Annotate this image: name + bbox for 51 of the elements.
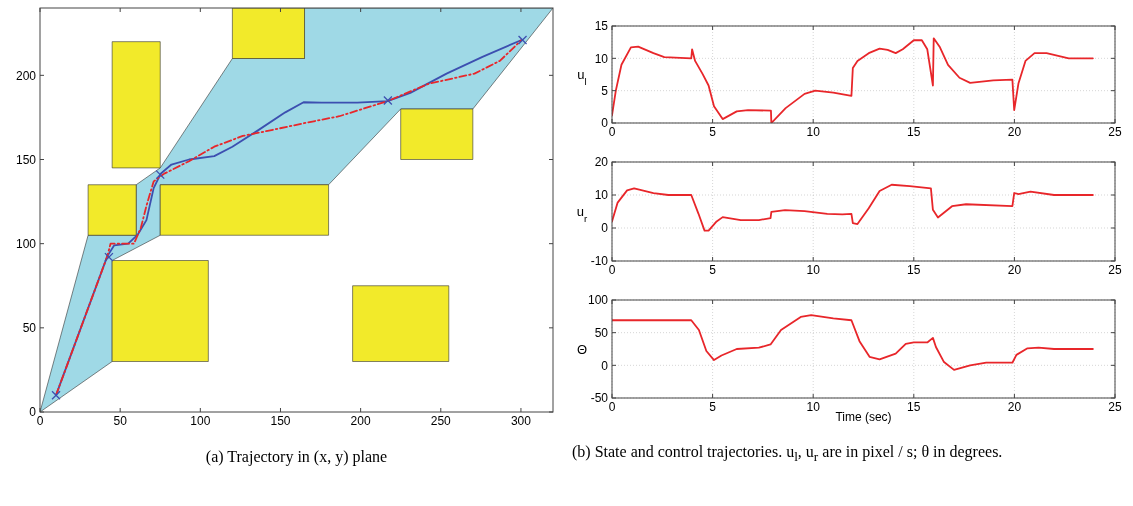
x-tick-label: 100 [190, 414, 211, 428]
line-series [612, 314, 1094, 371]
y-tick-label: 15 [594, 19, 609, 34]
y-tick-label: -10 [590, 254, 609, 269]
text: (b) State and control trajectories. u$_{l}$, u$_{r}$ are in pixel / s; θ in degrees. [572, 442, 1004, 467]
y-tick-label: 10 [594, 51, 609, 66]
point [383, 95, 393, 106]
x-tick-label: 50 [113, 414, 128, 428]
x-tick-label: 300 [510, 414, 532, 428]
y-tick-label: -50 [590, 391, 609, 406]
x-tick-label: 25 [1108, 263, 1122, 277]
text: (a) Trajectory in (x, y) plane [205, 448, 388, 466]
x-tick-label: 5 [709, 125, 717, 139]
y-tick-label: 20 [594, 155, 609, 170]
x-tick-label: 250 [430, 414, 452, 428]
x-tick-label: 150 [270, 414, 291, 428]
point [104, 252, 114, 262]
point [517, 35, 528, 45]
x-tick-label: 20 [1007, 263, 1022, 277]
line-series [55, 39, 523, 397]
x-tick-label: 15 [907, 125, 921, 139]
point [155, 170, 165, 180]
x-tick-label: 15 [907, 400, 921, 414]
y-tick-label: 200 [15, 68, 37, 83]
y-tick-label: 10 [594, 188, 609, 203]
point [51, 390, 61, 400]
x-axis-title: Time (sec) [835, 410, 892, 424]
y-tick-label: 5 [601, 83, 609, 98]
x-tick-label: 15 [907, 263, 921, 277]
x-tick-label: 10 [806, 400, 821, 414]
x-tick-label: 25 [1108, 125, 1122, 139]
y-tick-label: 150 [15, 152, 37, 167]
x-tick-label: 20 [1007, 125, 1022, 139]
x-tick-label: 200 [350, 414, 371, 428]
y-axis-title: u$_{r}$ [576, 204, 588, 224]
y-tick-label: 50 [22, 321, 37, 336]
y-tick-label: 50 [594, 325, 609, 340]
x-tick-label: 20 [1007, 400, 1022, 414]
x-tick-label: 10 [806, 263, 821, 277]
y-tick-label: 100 [15, 236, 37, 251]
line-series [612, 37, 1094, 123]
y-tick-label: 0 [601, 358, 609, 373]
x-tick-label: 25 [1108, 400, 1122, 414]
line-series [612, 183, 1094, 232]
x-tick-label: 5 [709, 400, 717, 414]
y-axis-title: Θ [576, 341, 588, 357]
y-axis-title: u$_{l}$ [577, 67, 587, 87]
x-tick-label: 5 [709, 263, 717, 277]
y-tick-label: 100 [587, 293, 609, 308]
y-tick-label: 0 [601, 221, 609, 236]
x-tick-label: 10 [806, 125, 821, 139]
